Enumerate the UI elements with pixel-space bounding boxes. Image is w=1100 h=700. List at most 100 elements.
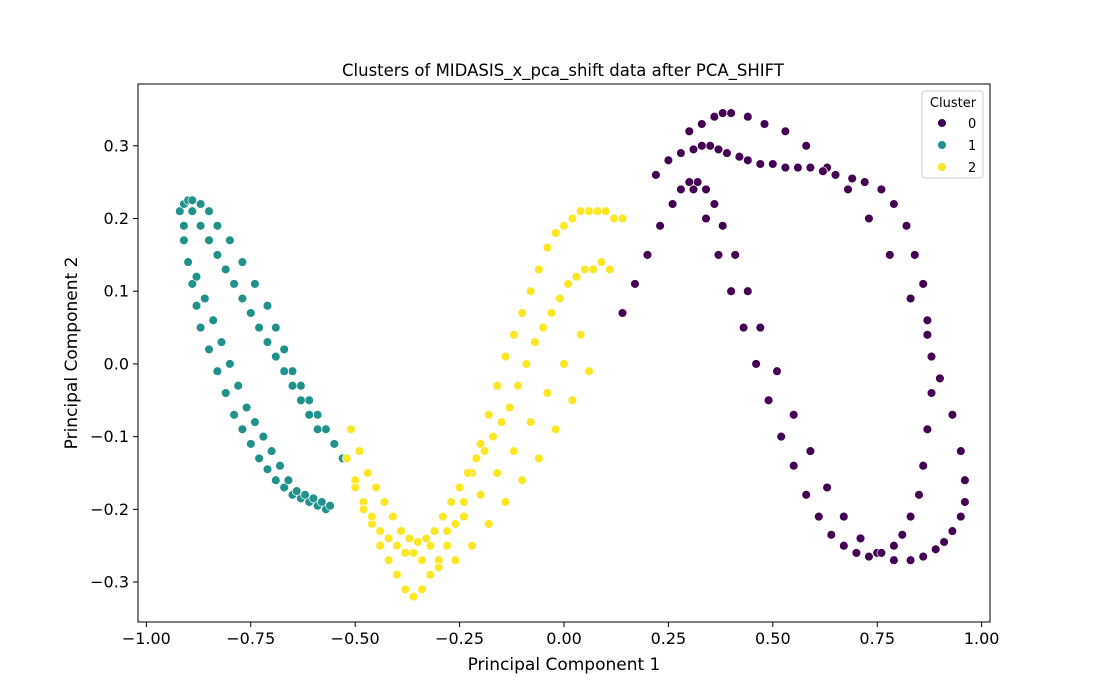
- point-cluster-2: [371, 482, 381, 493]
- point-cluster-0: [751, 359, 761, 369]
- x-tick-label: −0.25: [435, 629, 484, 648]
- point-cluster-2: [392, 540, 402, 551]
- legend-marker-1: [937, 140, 947, 150]
- y-tick-label: 0.2: [104, 209, 129, 228]
- point-cluster-2: [567, 213, 578, 224]
- point-cluster-1: [229, 410, 239, 420]
- point-cluster-2: [546, 308, 557, 318]
- point-cluster-2: [496, 417, 507, 427]
- point-cluster-0: [701, 213, 711, 224]
- point-cluster-2: [471, 453, 482, 464]
- point-cluster-2: [459, 511, 469, 522]
- point-cluster-2: [450, 519, 461, 529]
- point-cluster-1: [325, 500, 335, 511]
- point-cluster-0: [755, 159, 766, 169]
- point-cluster-1: [262, 300, 273, 311]
- point-cluster-1: [254, 322, 264, 333]
- point-cluster-2: [605, 264, 615, 275]
- point-cluster-0: [630, 279, 640, 289]
- point-cluster-2: [530, 337, 540, 347]
- point-cluster-0: [864, 213, 874, 224]
- legend: Cluster 0 1 2: [921, 90, 984, 179]
- point-cluster-2: [525, 286, 536, 296]
- point-cluster-0: [617, 308, 628, 318]
- point-cluster-2: [362, 468, 373, 478]
- point-cluster-0: [889, 555, 899, 565]
- point-cluster-2: [488, 431, 498, 442]
- legend-label-1: 1: [968, 139, 976, 154]
- point-cluster-0: [709, 111, 720, 122]
- point-cluster-2: [342, 453, 352, 464]
- point-cluster-0: [889, 199, 899, 209]
- y-axis-label: Principal Component 2: [62, 257, 82, 450]
- y-tick-label: 0.3: [104, 136, 129, 155]
- point-cluster-0: [818, 166, 828, 176]
- point-cluster-1: [329, 439, 340, 449]
- point-cluster-0: [726, 286, 736, 296]
- point-cluster-2: [550, 424, 561, 435]
- point-cluster-1: [304, 410, 314, 420]
- point-cluster-0: [935, 373, 945, 384]
- point-cluster-0: [956, 446, 966, 456]
- point-cluster-2: [567, 395, 578, 406]
- point-cluster-0: [897, 530, 908, 540]
- point-cluster-2: [517, 308, 527, 318]
- point-cluster-0: [839, 511, 849, 522]
- point-cluster-1: [283, 475, 294, 485]
- point-cluster-0: [655, 221, 665, 231]
- point-cluster-2: [400, 584, 411, 595]
- point-cluster-1: [225, 235, 235, 246]
- x-tick-label: 0.75: [859, 629, 895, 648]
- point-cluster-2: [542, 388, 553, 398]
- point-cluster-2: [400, 548, 411, 558]
- x-axis-label: Principal Component 1: [468, 655, 661, 675]
- point-cluster-0: [956, 511, 966, 522]
- point-cluster-0: [926, 351, 937, 362]
- point-cluster-0: [642, 250, 653, 260]
- point-cluster-0: [910, 250, 920, 260]
- point-cluster-0: [830, 170, 841, 180]
- point-cluster-2: [358, 504, 369, 515]
- point-cluster-0: [901, 221, 912, 231]
- point-cluster-0: [847, 173, 857, 184]
- point-cluster-0: [755, 322, 766, 333]
- point-cluster-2: [559, 359, 569, 369]
- legend-box: [921, 90, 984, 179]
- y-tick-label: −0.3: [90, 573, 129, 592]
- point-cluster-1: [296, 380, 306, 391]
- point-cluster-2: [609, 213, 619, 224]
- point-cluster-0: [722, 148, 732, 158]
- point-cluster-1: [191, 300, 202, 311]
- point-cluster-0: [788, 460, 799, 471]
- y-tick-label: −0.2: [90, 500, 129, 519]
- point-cluster-1: [271, 351, 281, 362]
- point-cluster-2: [475, 490, 486, 500]
- point-cluster-2: [442, 540, 452, 551]
- point-cluster-2: [588, 264, 598, 275]
- point-cluster-0: [772, 366, 782, 376]
- point-cluster-2: [479, 446, 490, 456]
- point-cluster-1: [321, 424, 331, 435]
- point-cluster-1: [191, 271, 202, 282]
- point-cluster-1: [246, 308, 256, 318]
- point-cluster-0: [697, 141, 707, 151]
- point-cluster-0: [730, 250, 740, 260]
- point-cluster-1: [254, 453, 264, 464]
- point-cluster-1: [233, 380, 243, 391]
- point-cluster-2: [438, 511, 448, 522]
- point-cluster-2: [575, 330, 586, 340]
- point-cluster-2: [584, 366, 594, 376]
- point-cluster-1: [287, 380, 298, 391]
- point-cluster-2: [442, 526, 452, 536]
- point-cluster-2: [375, 526, 385, 536]
- point-cluster-0: [918, 460, 928, 471]
- legend-title: Cluster: [930, 96, 977, 111]
- point-cluster-0: [859, 177, 870, 187]
- point-cluster-1: [271, 322, 281, 333]
- point-cluster-1: [208, 315, 218, 326]
- point-cluster-0: [684, 126, 695, 137]
- point-cluster-1: [237, 293, 248, 304]
- point-cluster-0: [705, 141, 715, 151]
- point-cluster-1: [195, 322, 206, 333]
